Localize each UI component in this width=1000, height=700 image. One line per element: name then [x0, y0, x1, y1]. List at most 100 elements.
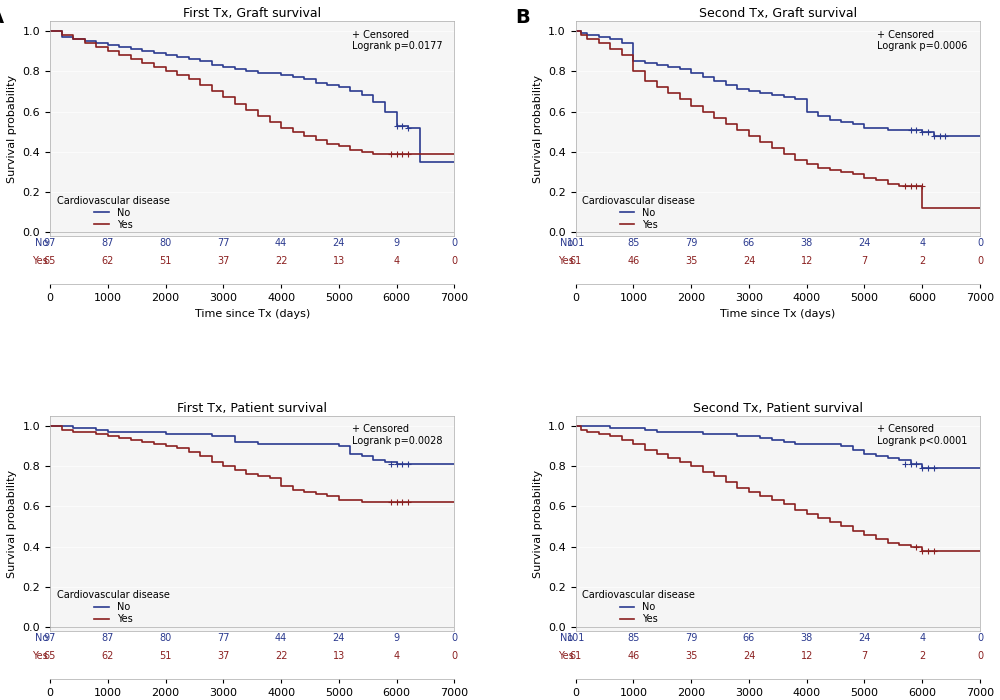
Yes	[391, 150, 403, 158]
Yes	[766, 496, 778, 505]
Text: 22: 22	[275, 651, 287, 661]
No	[616, 424, 628, 432]
Yes	[206, 88, 218, 96]
Yes	[593, 39, 605, 48]
Yes	[310, 136, 322, 144]
Yes	[344, 146, 356, 154]
Text: 79: 79	[685, 238, 697, 248]
No	[870, 123, 882, 132]
Text: 51: 51	[159, 256, 172, 267]
Yes	[379, 150, 391, 158]
No	[402, 460, 414, 468]
Yes	[67, 35, 79, 43]
Yes	[402, 150, 414, 158]
No	[824, 116, 836, 124]
Text: + Censored
Logrank p=0.0177: + Censored Logrank p=0.0177	[352, 29, 442, 51]
No	[835, 442, 847, 450]
Text: 4: 4	[394, 651, 400, 661]
No	[651, 428, 663, 436]
Yes	[581, 428, 593, 436]
No	[754, 434, 766, 442]
Text: 79: 79	[685, 633, 697, 643]
Text: 38: 38	[801, 633, 813, 643]
Text: 77: 77	[217, 633, 230, 643]
No	[102, 428, 114, 436]
Yes	[720, 120, 732, 128]
Text: 37: 37	[217, 651, 229, 661]
No	[136, 428, 148, 436]
Yes	[801, 510, 813, 519]
Yes	[754, 138, 766, 146]
No	[448, 460, 460, 468]
No	[333, 442, 345, 450]
Text: 24: 24	[333, 633, 345, 643]
Yes	[674, 95, 686, 104]
Yes	[448, 150, 460, 158]
Text: 66: 66	[743, 238, 755, 248]
Text: 101: 101	[566, 633, 585, 643]
Text: 80: 80	[159, 238, 172, 248]
Yes	[113, 434, 125, 442]
Yes	[882, 538, 894, 547]
Yes	[102, 47, 114, 55]
No	[379, 458, 391, 466]
Yes	[194, 452, 206, 461]
Yes	[356, 148, 368, 156]
Yes	[674, 458, 686, 466]
Yes	[321, 492, 333, 500]
Yes	[662, 454, 674, 462]
Yes	[67, 428, 79, 436]
Text: 4: 4	[919, 633, 925, 643]
Text: 38: 38	[801, 238, 813, 248]
Text: A: A	[0, 8, 4, 27]
No	[379, 107, 391, 116]
No	[627, 57, 639, 66]
No	[870, 452, 882, 461]
Text: + Censored
Logrank p<0.0001: + Censored Logrank p<0.0001	[877, 424, 968, 446]
No	[252, 440, 264, 448]
No	[974, 464, 986, 473]
No	[321, 440, 333, 448]
No	[697, 430, 709, 438]
No	[720, 430, 732, 438]
Text: 87: 87	[102, 238, 114, 248]
No	[581, 31, 593, 39]
Yes	[575, 426, 587, 434]
Yes	[148, 63, 160, 71]
Y-axis label: Survival probability: Survival probability	[533, 75, 543, 183]
No	[708, 77, 720, 85]
Text: 46: 46	[627, 256, 640, 267]
Yes	[893, 182, 905, 190]
No	[766, 91, 778, 99]
Text: 2: 2	[919, 651, 925, 661]
No	[321, 81, 333, 90]
Text: 12: 12	[801, 651, 813, 661]
No	[685, 69, 697, 78]
Yes	[835, 522, 847, 531]
No	[217, 432, 229, 440]
No	[160, 51, 172, 60]
Yes	[835, 168, 847, 176]
Yes	[685, 462, 697, 470]
Yes	[56, 426, 68, 434]
No	[789, 440, 801, 448]
Legend: No, Yes: No, Yes	[55, 194, 172, 232]
Yes	[171, 71, 183, 80]
No	[171, 53, 183, 62]
No	[125, 428, 137, 436]
Text: 4: 4	[919, 238, 925, 248]
No	[240, 67, 252, 76]
Yes	[275, 482, 287, 491]
No	[766, 436, 778, 445]
Yes	[79, 428, 91, 436]
No	[662, 63, 674, 71]
Yes	[651, 450, 663, 459]
Line: Yes: Yes	[576, 426, 980, 551]
No	[79, 424, 91, 432]
Text: No: No	[35, 238, 48, 248]
Yes	[916, 204, 928, 212]
Text: 0: 0	[451, 651, 457, 661]
No	[593, 33, 605, 41]
Yes	[639, 77, 651, 85]
Text: 12: 12	[801, 256, 813, 267]
